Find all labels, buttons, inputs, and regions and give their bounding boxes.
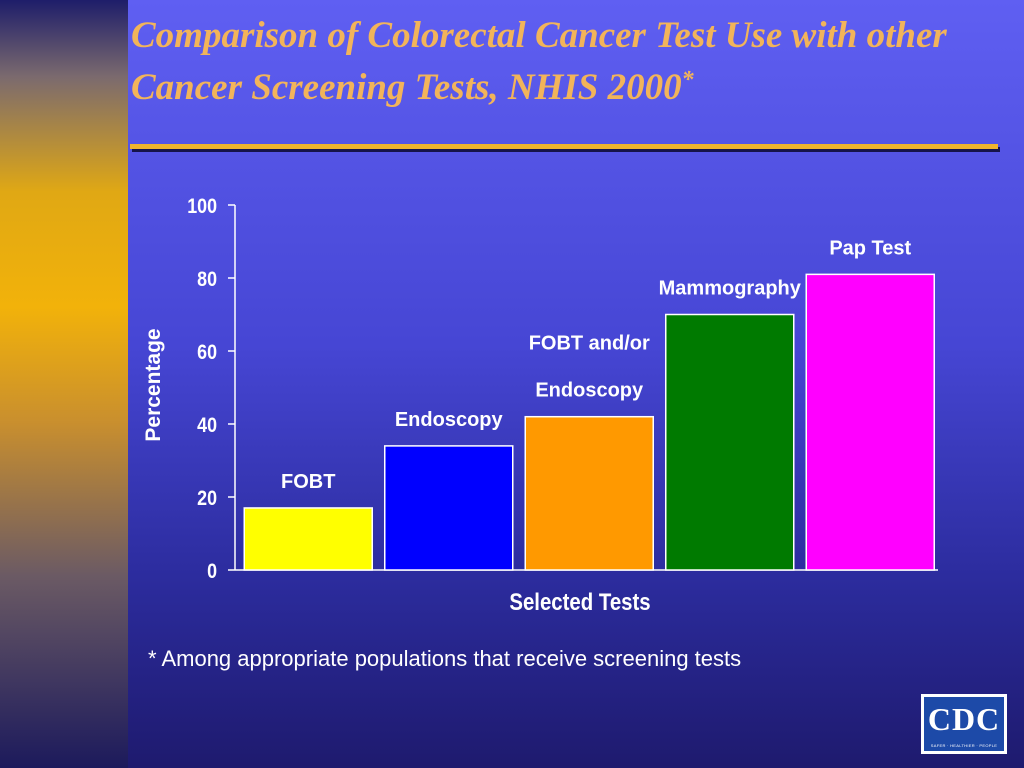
bar-label-1-line-1: FOBT bbox=[281, 471, 335, 493]
y-tick-label-20: 20 bbox=[197, 487, 217, 511]
footnote: * Among appropriate populations that rec… bbox=[148, 646, 742, 671]
y-axis-title: Percentage bbox=[142, 328, 165, 441]
cdc-logo-tagline: SAFER · HEALTHIER · PEOPLE bbox=[930, 743, 998, 748]
y-tick-label-80: 80 bbox=[197, 268, 217, 292]
bar-label-5-line-1: Pap Test bbox=[829, 237, 911, 259]
y-tick-label-0: 0 bbox=[207, 560, 217, 584]
bar-5 bbox=[805, 273, 935, 571]
y-tick-label-40: 40 bbox=[197, 414, 217, 438]
slide-title: Comparison of Colorectal Cancer Test Use… bbox=[131, 10, 1021, 114]
bar-1 bbox=[243, 507, 373, 571]
bar-label-4-line-1: Mammography bbox=[659, 278, 802, 300]
bar-2 bbox=[384, 445, 514, 571]
y-tick-label-100: 100 bbox=[187, 195, 217, 219]
slide-title-text: Comparison of Colorectal Cancer Test Use… bbox=[131, 15, 947, 108]
bar-3 bbox=[524, 415, 654, 571]
y-tick-label-60: 60 bbox=[197, 341, 217, 365]
title-footnote-mark: * bbox=[681, 67, 694, 93]
bar-label-3-line-2: Endoscopy bbox=[535, 380, 644, 402]
bar-label-2-line-1: Endoscopy bbox=[395, 409, 504, 431]
x-axis-title: Selected Tests bbox=[509, 588, 650, 615]
left-decorative-strip bbox=[0, 0, 128, 768]
cdc-logo-panel: CDC SAFER · HEALTHIER · PEOPLE bbox=[924, 697, 1004, 751]
bar-4 bbox=[665, 313, 795, 571]
cdc-logo: CDC SAFER · HEALTHIER · PEOPLE bbox=[921, 694, 1007, 754]
cdc-logo-text: CDC bbox=[927, 701, 1001, 737]
title-underline bbox=[130, 144, 998, 149]
bar-label-3-line-1: FOBT and/or bbox=[529, 333, 650, 355]
